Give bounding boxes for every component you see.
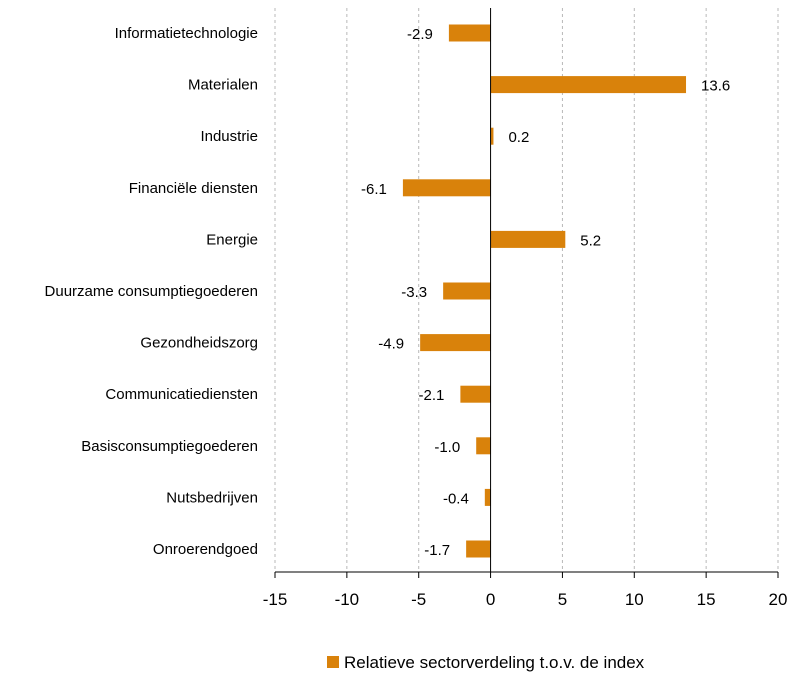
data-label: -1.7 [424, 542, 450, 559]
category-label: Communicatiediensten [105, 386, 258, 403]
grid-lines [274, 8, 779, 572]
data-label: 5.2 [580, 232, 601, 249]
x-tick-label: -15 [263, 590, 288, 609]
data-label: -2.9 [407, 26, 433, 43]
x-tick-label: -5 [411, 590, 426, 609]
bars-group [402, 24, 687, 558]
x-tick-label: 0 [486, 590, 495, 609]
bar [448, 24, 491, 42]
data-label: 13.6 [701, 78, 730, 95]
bar [460, 385, 491, 403]
bar [490, 76, 687, 94]
x-tick-label: 20 [769, 590, 788, 609]
category-label: Materialen [188, 77, 258, 94]
bar [466, 540, 491, 558]
data-label: -3.3 [401, 284, 427, 301]
data-labels: -2.9 13.6 0.2 -6.1 5.2 -3.3 -4.9 -2.1 -1.0 -0.4 -1… [361, 26, 730, 559]
bar [443, 282, 491, 300]
category-label: Gezondheidszorg [140, 335, 258, 352]
category-label: Onroerendgoed [153, 541, 258, 558]
x-tick-label: 15 [697, 590, 716, 609]
category-label: Nutsbedrijven [166, 489, 258, 506]
category-label: Basisconsumptiegoederen [81, 438, 258, 455]
data-label: -1.0 [434, 439, 460, 456]
x-tick-label: 10 [625, 590, 644, 609]
legend-swatch [327, 656, 339, 668]
legend-label: Relatieve sectorverdeling t.o.v. de inde… [344, 653, 645, 672]
category-label: Energie [206, 231, 258, 248]
legend: Relatieve sectorverdeling t.o.v. de inde… [327, 653, 645, 672]
category-labels: Informatietechnologie Materialen Industrie… [45, 25, 258, 558]
category-label: Industrie [200, 128, 258, 145]
bar [490, 230, 566, 248]
x-tick-label: 5 [558, 590, 567, 609]
bar [402, 179, 491, 197]
bar [484, 488, 491, 506]
data-label: -6.1 [361, 181, 387, 198]
bar [490, 127, 494, 145]
data-label: -0.4 [443, 490, 469, 507]
data-label: -4.9 [378, 336, 404, 353]
data-label: 0.2 [508, 129, 529, 146]
category-label: Duurzame consumptiegoederen [45, 283, 258, 300]
bar [420, 334, 491, 352]
category-label: Informatietechnologie [115, 25, 258, 42]
x-axis: -15 -10 -5 0 5 10 15 20 [263, 8, 788, 609]
data-label: -2.1 [419, 387, 445, 404]
category-label: Financiële diensten [129, 180, 258, 197]
x-tick-label: -10 [335, 590, 360, 609]
bar [476, 437, 491, 455]
